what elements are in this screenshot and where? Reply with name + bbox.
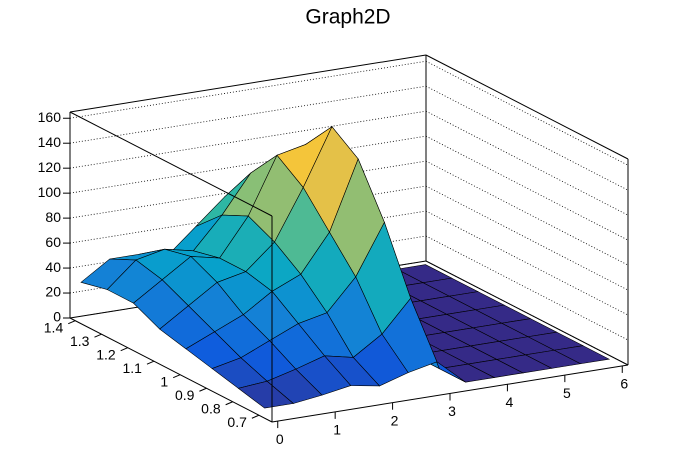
y-tick [120,347,128,352]
surface-cell [237,380,295,409]
z-tick-label: 20 [45,284,61,300]
y-tick [251,414,260,419]
grid-line [425,210,629,316]
x-tick-label: 0 [276,431,284,447]
z-tick-label: 140 [38,134,62,150]
grid-line [425,135,629,241]
z-tick-label: 40 [45,259,61,275]
z-tick-label: 160 [38,109,62,125]
y-axis [69,317,273,423]
grid-line [69,85,427,144]
x-tick-label: 1 [333,422,341,438]
y-tick [94,333,102,338]
box-edge [69,111,273,217]
y-tick-label: 0.9 [175,387,195,403]
grid-line [69,135,427,194]
z-tick-label: 80 [45,209,61,225]
x-tick-label: 2 [391,412,399,428]
y-tick [225,401,233,406]
box-edge [425,260,629,366]
y-tick-label: 1.4 [44,319,64,335]
grid-line [425,110,629,216]
y-tick-label: 1 [160,373,168,389]
x-tick-label: 4 [506,394,514,410]
x-tick-label: 6 [620,376,628,392]
y-tick [199,387,207,392]
box-edge [69,54,427,113]
y-tick-label: 0.8 [201,400,221,416]
grid-line [425,235,629,341]
z-tick-label: 100 [38,184,62,200]
chart-title: Graph2D [305,6,390,29]
y-tick-label: 1.3 [70,333,90,349]
grid-line [425,160,629,266]
z-tick-label: 60 [45,234,61,250]
y-tick-label: 1.2 [96,346,116,362]
y-tick-label: 1.1 [122,360,142,376]
grid-line [69,60,427,119]
grid-line [425,85,629,191]
y-tick-label: 0.7 [227,414,247,430]
grid-line [425,60,629,166]
grid-line [425,185,629,291]
y-tick [68,320,76,325]
x-tick-label: 5 [563,385,571,401]
x-tick-label: 3 [448,403,456,419]
box-edge [425,54,629,160]
y-tick [172,374,181,379]
z-tick-label: 120 [38,159,62,175]
y-tick [146,360,155,365]
z-tick-label: 0 [53,309,61,325]
grid-line [69,110,427,169]
